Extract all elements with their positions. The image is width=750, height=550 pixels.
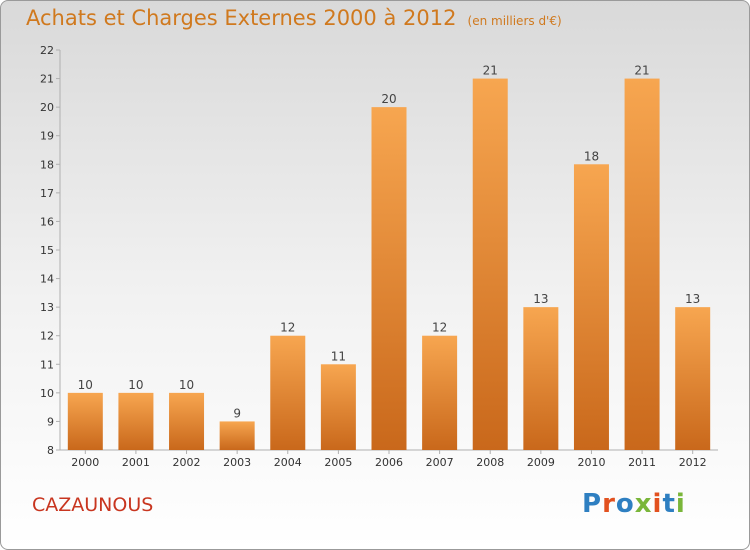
bar [270, 335, 306, 450]
x-tick-label: 2003 [223, 456, 251, 469]
x-tick-label: 2002 [173, 456, 201, 469]
x-tick-label: 2009 [527, 456, 555, 469]
data-label: 11 [331, 349, 346, 363]
chart-title: Achats et Charges Externes 2000 à 2012 [26, 6, 457, 30]
commune-name: CAZAUNOUS [32, 494, 154, 516]
bar [371, 107, 407, 451]
logo-letter: o [615, 489, 635, 519]
y-tick-label: 12 [40, 330, 54, 343]
data-label: 13 [685, 292, 700, 306]
bar [118, 392, 154, 450]
y-tick-label: 9 [47, 415, 54, 428]
chart-title-group: Achats et Charges Externes 2000 à 2012 (… [26, 6, 562, 30]
x-tick-label: 2001 [122, 456, 150, 469]
y-tick-label: 10 [40, 387, 54, 400]
data-label: 12 [280, 321, 295, 335]
logo-letter: x [634, 489, 653, 519]
y-tick-label: 22 [40, 44, 54, 57]
chart-unit-label: (en milliers d'€) [467, 14, 562, 28]
bar [219, 421, 255, 450]
bar [169, 392, 205, 450]
y-tick-label: 16 [40, 215, 54, 228]
y-tick-label: 8 [47, 444, 54, 457]
y-tick-label: 18 [40, 158, 54, 171]
y-tick-label: 20 [40, 101, 54, 114]
data-label: 10 [179, 378, 194, 392]
x-tick-label: 2005 [324, 456, 352, 469]
data-label: 21 [483, 64, 498, 78]
proxiti-logo: Proxiti [582, 489, 686, 519]
logo-letter: i [652, 489, 663, 519]
y-tick-label: 14 [40, 273, 54, 286]
x-tick-label: 2007 [426, 456, 454, 469]
x-tick-label: 2004 [274, 456, 302, 469]
logo-letter: i [675, 489, 686, 519]
bar [422, 335, 458, 450]
logo-letter: P [582, 489, 603, 519]
y-tick-label: 15 [40, 244, 54, 257]
bar [675, 307, 711, 450]
bars [67, 78, 711, 451]
x-tick-label: 2012 [679, 456, 707, 469]
y-tick-label: 17 [40, 187, 54, 200]
bar [67, 392, 103, 450]
y-tick-label: 19 [40, 130, 54, 143]
data-label: 12 [432, 321, 447, 335]
data-labels: 10 10 10 9 12 11 20 12 21 13 18 21 13 [78, 64, 701, 421]
data-label: 9 [233, 406, 241, 420]
x-tick-label: 2010 [577, 456, 605, 469]
data-label: 18 [584, 149, 599, 163]
x-tick-label: 2006 [375, 456, 403, 469]
x-tick-label: 2011 [628, 456, 656, 469]
data-label: 10 [78, 378, 93, 392]
bar [320, 364, 356, 450]
data-label: 13 [533, 292, 548, 306]
x-tick-label: 2008 [476, 456, 504, 469]
data-label: 10 [128, 378, 143, 392]
logo-letter: r [602, 489, 616, 519]
data-label: 20 [381, 92, 396, 106]
y-tick-label: 13 [40, 301, 54, 314]
x-tick-label: 2000 [71, 456, 99, 469]
y-tick-label: 21 [40, 73, 54, 86]
bar [624, 78, 660, 451]
bar [523, 307, 559, 450]
logo-letter: t [662, 489, 676, 519]
bar [573, 164, 609, 451]
bar [472, 78, 508, 451]
y-tick-label: 11 [40, 358, 54, 371]
data-label: 21 [634, 64, 649, 78]
